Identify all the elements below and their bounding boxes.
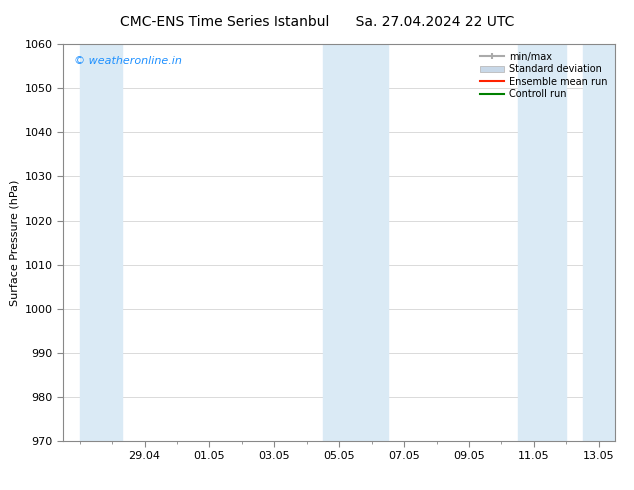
Y-axis label: Surface Pressure (hPa): Surface Pressure (hPa) [10, 179, 19, 306]
Bar [80, 44, 122, 441]
Text: © weatheronline.in: © weatheronline.in [74, 56, 183, 66]
Legend: min/max, Standard deviation, Ensemble mean run, Controll run: min/max, Standard deviation, Ensemble me… [477, 49, 610, 102]
Text: CMC-ENS Time Series Istanbul      Sa. 27.04.2024 22 UTC: CMC-ENS Time Series Istanbul Sa. 27.04.2… [120, 15, 514, 29]
Bar [517, 44, 566, 441]
Bar [323, 44, 388, 441]
Bar [583, 44, 615, 441]
